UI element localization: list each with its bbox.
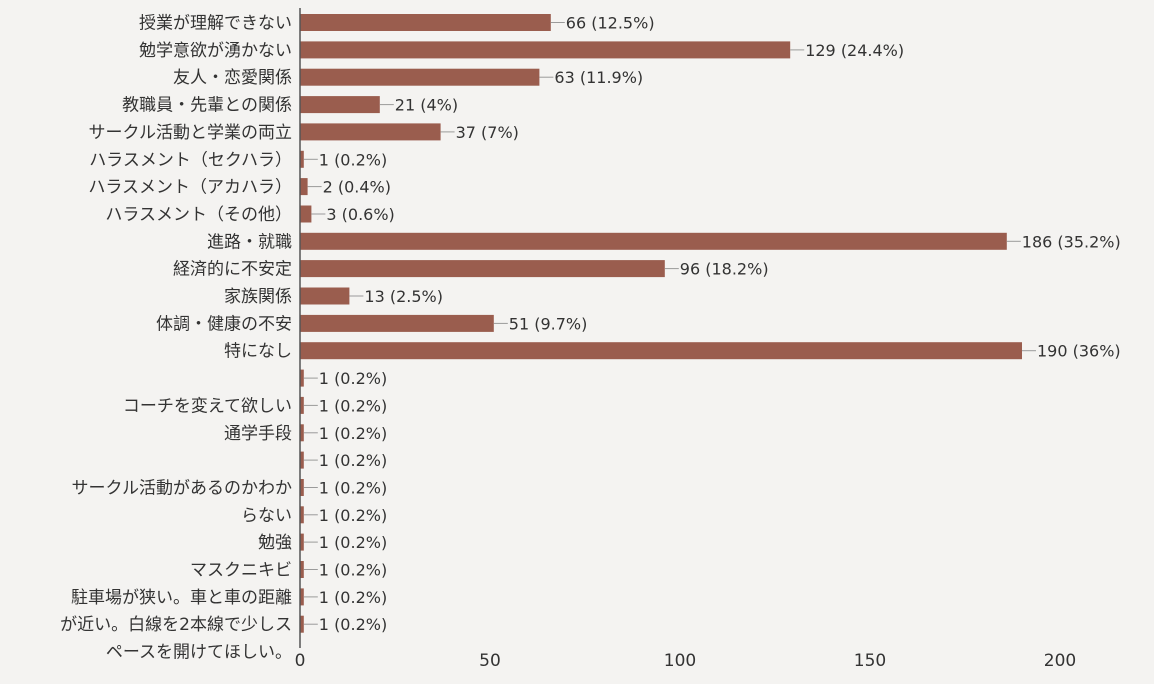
category-label: 特になし (224, 342, 292, 362)
category-label: 勉強 (258, 533, 292, 553)
leader-lines-group (303, 22, 1036, 625)
x-tick-label: 150 (854, 651, 886, 671)
data-label: 2 (0.4%) (323, 178, 391, 197)
data-label: 1 (0.2%) (319, 561, 387, 580)
category-label: 勉学意欲が湧かない (139, 41, 292, 61)
data-label: 1 (0.2%) (319, 615, 387, 634)
category-label: サークル活動と学業の両立 (89, 123, 293, 143)
bar (300, 424, 304, 442)
bars-group (300, 14, 1022, 633)
data-label: 1 (0.2%) (319, 533, 387, 552)
category-label: サークル活動があるのかわか (72, 479, 293, 499)
data-label: 186 (35.2%) (1022, 232, 1121, 251)
category-label: が近い。白線を2本線で少しス (60, 615, 292, 635)
bar (300, 561, 304, 578)
bar (300, 342, 1022, 360)
data-label: 1 (0.2%) (319, 506, 387, 525)
bar (300, 451, 304, 469)
category-label: 体調・健康の不安 (156, 314, 292, 334)
data-label: 3 (0.6%) (326, 205, 394, 224)
bar (300, 615, 304, 633)
data-label: 13 (2.5%) (364, 287, 443, 306)
bar (300, 96, 380, 114)
data-label: 37 (7%) (456, 123, 519, 142)
category-label: 駐車場が狭い。車と車の距離 (71, 588, 292, 608)
data-label: 21 (4%) (395, 96, 458, 115)
bar (300, 205, 312, 223)
data-label: 51 (9.7%) (509, 314, 588, 333)
x-tick-label: 0 (295, 651, 306, 671)
bar (300, 260, 665, 278)
bar (300, 150, 304, 168)
category-label: 授業が理解できない (139, 14, 292, 34)
bar (300, 68, 540, 86)
data-labels-group: 66 (12.5%) 129 (24.4%) 63 (11.9%) 21 (4%) 37… (319, 14, 1121, 635)
x-tick-labels-group: 0 50 100 150 200 (295, 651, 1077, 671)
data-label: 1 (0.2%) (319, 588, 387, 607)
data-label: 96 (18.2%) (680, 260, 769, 279)
data-label: 1 (0.2%) (319, 479, 387, 498)
category-label: ハラスメント（セクハラ） (89, 150, 292, 170)
category-label: 進路・就職 (207, 232, 292, 252)
data-label: 1 (0.2%) (319, 451, 387, 470)
category-label: ハラスメント（その他） (105, 205, 292, 225)
data-label: 1 (0.2%) (319, 369, 387, 388)
bar (300, 506, 304, 524)
data-label: 63 (11.9%) (554, 68, 643, 87)
category-label: 通学手段 (224, 424, 292, 444)
category-label: 経済的に不安定 (173, 260, 292, 280)
data-label: 190 (36%) (1037, 342, 1121, 361)
data-label: 1 (0.2%) (319, 150, 387, 169)
bar (300, 123, 441, 141)
category-label: マスクニキビ (190, 561, 292, 581)
category-label: ハラスメント（アカハラ） (88, 178, 292, 198)
bar (300, 178, 308, 196)
bar (300, 41, 791, 59)
data-label: 1 (0.2%) (319, 424, 387, 443)
bar (300, 14, 551, 31)
category-label: 家族関係 (224, 287, 292, 307)
bar (300, 533, 304, 551)
bar (300, 588, 304, 606)
data-label: 66 (12.5%) (566, 14, 655, 33)
data-label: 1 (0.2%) (319, 396, 387, 415)
category-label: ペースを開けてほしい。 (106, 643, 292, 663)
category-label: らない (241, 506, 292, 526)
bar (300, 314, 494, 332)
x-tick-label: 200 (1044, 651, 1076, 671)
category-label: 友人・恋愛関係 (173, 67, 292, 88)
bar (300, 369, 304, 387)
category-label: コーチを変えて欲しい (123, 396, 292, 416)
category-labels-group: 授業が理解できない勉学意欲が湧かない友人・恋愛関係教職員・先輩との関係サークル活… (60, 14, 292, 663)
bar (300, 479, 304, 496)
category-label: 教職員・先輩との関係 (122, 96, 292, 116)
x-tick-label: 50 (479, 651, 501, 671)
bar (300, 287, 350, 305)
x-tick-label: 100 (664, 651, 696, 671)
bar (300, 232, 1007, 250)
data-label: 129 (24.4%) (805, 41, 904, 60)
bar (300, 396, 304, 414)
